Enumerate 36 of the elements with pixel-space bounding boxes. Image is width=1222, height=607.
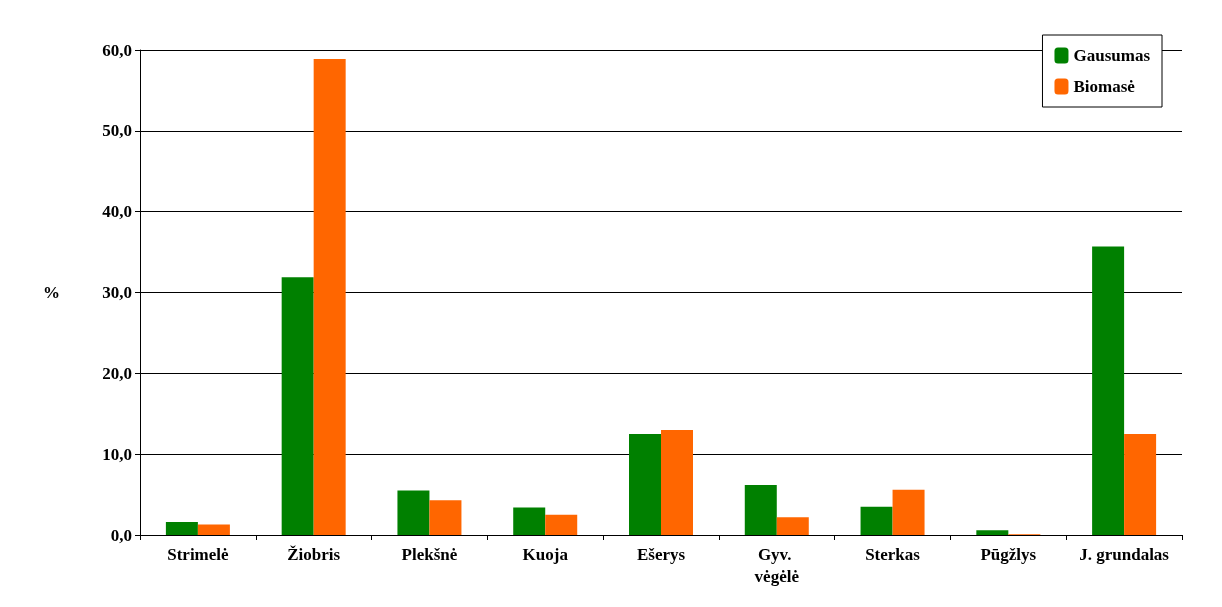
bar — [860, 506, 893, 535]
bar — [1124, 433, 1157, 535]
y-tick-label: 0,0 — [110, 525, 132, 545]
bar — [281, 277, 314, 535]
y-axis-title: % — [43, 283, 60, 302]
x-tick-label: J. grundalas — [1079, 544, 1170, 564]
x-tick-label: Ešerys — [636, 544, 686, 564]
bar — [429, 500, 462, 535]
bar — [545, 514, 578, 535]
y-tick-label: 50,0 — [102, 121, 132, 141]
y-tick-label: 60,0 — [102, 40, 132, 60]
x-tick-label: Kuoja — [522, 544, 569, 564]
legend-label: Gausumas — [1073, 46, 1151, 65]
x-tick-label: Gyv. vėgėlė — [754, 544, 800, 586]
x-tick-label: Žiobris — [287, 544, 341, 564]
bar — [892, 489, 925, 535]
y-tick-label: 10,0 — [102, 444, 132, 464]
x-tick-label: Sterkas — [865, 544, 921, 564]
bar — [776, 517, 809, 535]
y-tick-label: 40,0 — [102, 202, 132, 222]
bar — [976, 530, 1009, 535]
bar — [197, 524, 230, 535]
bar — [513, 507, 546, 535]
bar — [629, 433, 661, 535]
y-tick-label: 20,0 — [102, 363, 132, 383]
bar — [1092, 246, 1125, 535]
bar — [313, 58, 346, 535]
x-tick-label: Plekšnė — [401, 544, 458, 564]
bar — [744, 484, 777, 535]
legend-label: Biomasė — [1073, 77, 1136, 96]
bar — [165, 522, 198, 535]
x-tick-label: Pūgžlys — [980, 544, 1037, 564]
x-tick-label: Strimelė — [167, 544, 230, 564]
bar — [661, 429, 693, 535]
bar — [397, 490, 430, 535]
y-tick-label: 30,0 — [102, 283, 132, 302]
